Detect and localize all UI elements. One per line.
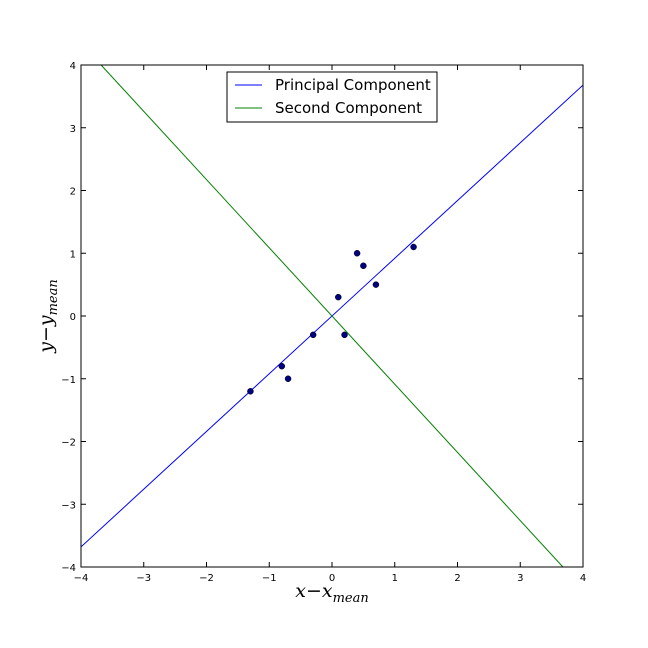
x-tick-label: −1 [262,573,277,584]
x-axis-label: x−xmean [295,580,369,606]
scatter-point-6 [353,250,361,257]
scatter-point-3 [309,331,317,339]
legend-box [226,71,438,123]
y-tick-label: −3 [61,500,76,511]
scatter-point-5 [341,331,348,339]
y-tick-label: 3 [70,124,76,135]
x-tick-label: 4 [580,573,586,584]
x-tick-label: −4 [74,573,89,584]
y-tick-label: 4 [70,61,76,72]
scatter-point-8 [372,281,380,288]
x-axis-label-main: x−x [295,580,333,602]
x-tick-label: 1 [392,573,398,584]
y-tick-label: 1 [70,249,76,260]
y-tick-label: −2 [61,438,76,449]
y-tick-label: −4 [61,563,76,574]
x-axis-label-sub: mean [333,591,369,606]
x-tick-label: −3 [136,573,151,584]
legend-label-second: Second Component [275,99,422,117]
scatter-point-2 [284,375,292,382]
scatter-point-4 [335,293,342,301]
y-tick-label: −1 [61,375,76,386]
scatter-point-1 [278,362,286,370]
scatter-point-7 [360,262,367,270]
legend-label-principal: Principal Component [275,76,431,94]
scatter-point-0 [247,388,254,395]
scatter-point-9 [410,243,417,251]
y-axis-label-sub: mean [46,279,61,315]
y-axis-label: y−ymean [35,279,61,354]
scatter-points [247,243,417,395]
axis-ticks: −4 −3 −2 −1 0 1 2 3 4 −4 −3 −2 −1 0 1 2 3 4 [61,61,586,584]
legend: Principal Component Second Component [226,71,438,123]
x-tick-label: 2 [454,573,460,584]
x-tick-label: 3 [517,573,523,584]
x-tick-label: 0 [329,573,335,584]
series-layer [81,65,583,567]
x-tick-label: −2 [199,573,214,584]
series-line-1 [100,65,564,567]
y-tick-label: 2 [70,187,76,198]
y-axis-label-main: y−y [35,315,57,354]
y-tick-label: 0 [70,312,76,323]
